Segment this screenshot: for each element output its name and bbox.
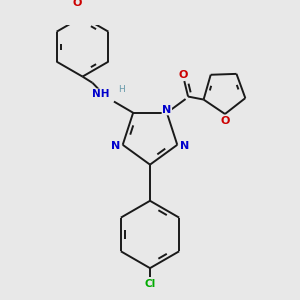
Text: O: O	[72, 0, 82, 8]
Text: O: O	[220, 116, 230, 126]
Text: N: N	[180, 141, 189, 151]
Text: H: H	[118, 85, 125, 94]
Text: O: O	[178, 70, 188, 80]
Text: N: N	[111, 141, 120, 151]
Text: NH: NH	[92, 89, 110, 99]
Text: Cl: Cl	[144, 279, 156, 289]
Text: N: N	[162, 105, 172, 115]
